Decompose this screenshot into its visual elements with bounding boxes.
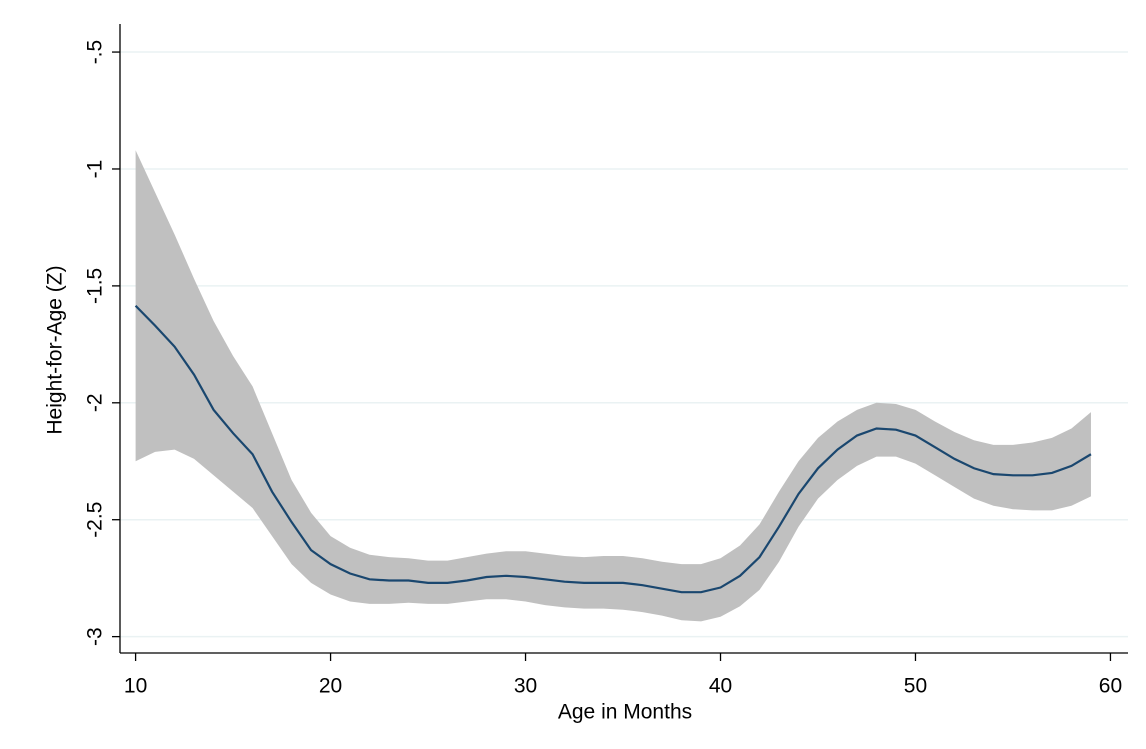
x-tick-label: 10 xyxy=(124,675,147,698)
x-tick-label: 30 xyxy=(514,675,537,698)
y-tick-label: -1.5 xyxy=(84,268,107,304)
confidence-band xyxy=(135,150,1091,622)
y-tick-label: -2.5 xyxy=(84,502,107,538)
y-tick-label: -3 xyxy=(84,627,107,646)
y-tick-label: -1 xyxy=(84,160,107,179)
x-tick-label: 20 xyxy=(319,675,342,698)
y-tick-label: -2 xyxy=(84,393,107,412)
x-axis-title: Age in Months xyxy=(558,701,692,724)
x-tick-label: 50 xyxy=(904,675,927,698)
y-axis-title: Height-for-Age (Z) xyxy=(44,265,67,434)
x-tick-label: 40 xyxy=(709,675,732,698)
line xyxy=(134,304,1092,594)
y-tick-label: -.5 xyxy=(84,40,107,65)
x-tick-label: 60 xyxy=(1099,675,1122,698)
